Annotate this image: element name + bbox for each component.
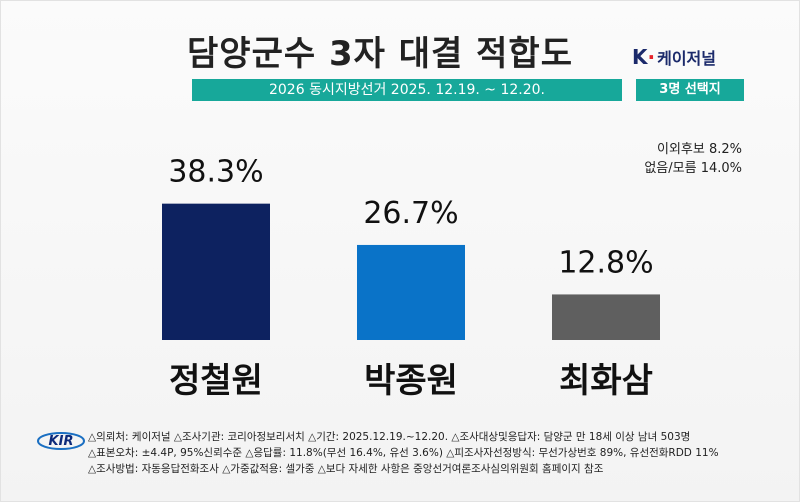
- kir-logo-icon: KIR: [37, 432, 85, 450]
- other-responses: 이외후보 8.2% 없음/모름 14.0%: [644, 140, 742, 178]
- value-label-1: 38.3%: [168, 155, 263, 190]
- footnote-line-2: △표본오차: ±4.4P, 95%신뢰수준 △응답률: 11.8%(무선 16.…: [88, 447, 719, 459]
- value-label-3: 12.8%: [558, 245, 653, 280]
- kir-logo-text: KIR: [49, 434, 74, 449]
- bar-3: [552, 294, 660, 340]
- category-label-1: 정철원: [169, 361, 263, 401]
- survey-period-banner: 2026 동시지방선거 2025. 12.19. ~ 12.20.: [192, 79, 622, 101]
- chart-title: 담양군수 3자 대결 적합도: [187, 34, 573, 74]
- category-label-2: 박종원: [364, 361, 458, 401]
- bar-2: [357, 244, 465, 340]
- category-label-3: 최화삼: [559, 361, 653, 401]
- none-unknown-label: 없음/모름 14.0%: [644, 161, 742, 176]
- footnote-line-1: △의뢰처: 케이저널 △조사기관: 코리아정보리서치 △기간: 2025.12.…: [88, 431, 691, 443]
- footnote-line-3: △조사방법: 자동응답전화조사 △가중값적용: 셀가중 △보다 자세한 사항은 …: [88, 463, 604, 475]
- brand-logo: K· 케이저널: [632, 45, 744, 69]
- bar-1: [162, 203, 270, 340]
- value-label-2: 26.7%: [363, 196, 458, 231]
- survey-footnote: △의뢰처: 케이저널 △조사기관: 코리아정보리서치 △기간: 2025.12.…: [88, 429, 788, 477]
- choice-count-tag: 3명 선택지: [636, 79, 744, 101]
- k-logo-icon: K·: [632, 45, 656, 69]
- brand-name: 케이저널: [657, 49, 716, 68]
- other-candidates-label: 이외후보 8.2%: [657, 142, 742, 157]
- brand-letter: K: [632, 45, 648, 69]
